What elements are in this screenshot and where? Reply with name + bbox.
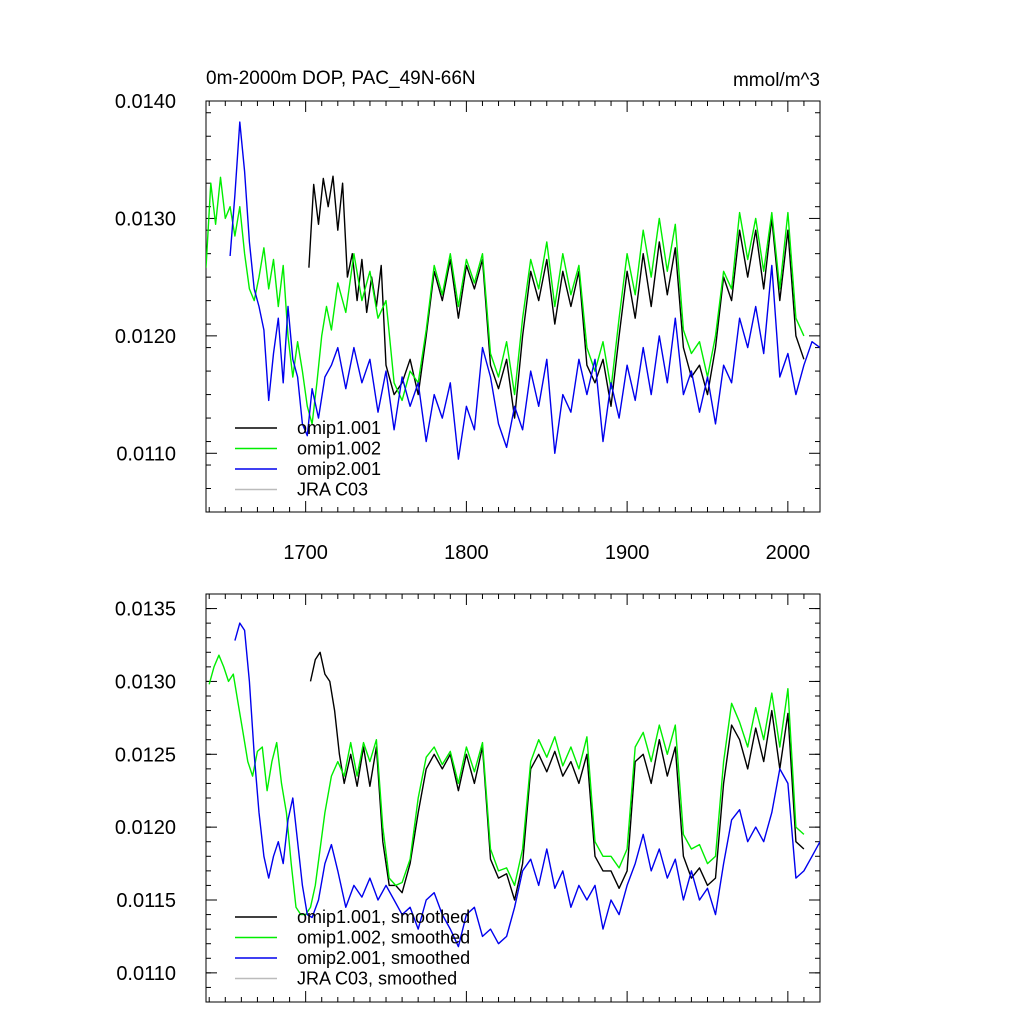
series-line-omip2-001-smoothed [234, 622, 820, 948]
units-label: mmol/m^3 [733, 70, 820, 91]
bottom-legend-label: omip2.001, smoothed [297, 948, 470, 968]
bottom-y-tick-label: 0.0130 [115, 671, 176, 693]
bottom-legend-label: omip1.002, smoothed [297, 928, 470, 948]
series-line-omip1-002-smoothed [208, 654, 805, 916]
top-legend-label: JRA C03 [297, 480, 368, 500]
bottom-y-tick-label: 0.0115 [116, 890, 176, 912]
top-legend-label: omip1.001 [297, 418, 381, 438]
bottom-y-tick-label: 0.0135 [115, 599, 176, 621]
series-line-omip1-002 [206, 176, 805, 425]
series-line-omip1-001 [308, 175, 805, 419]
top-x-tick-label: 2000 [766, 542, 811, 564]
top-legend-label: omip1.002 [297, 439, 381, 459]
top-legend-label: omip2.001 [297, 459, 381, 479]
bottom-y-tick-label: 0.0110 [116, 963, 176, 985]
top-x-tick-label: 1900 [605, 542, 650, 564]
series-line-omip2-001 [229, 121, 820, 460]
bottom-legend-label: JRA C03, smoothed [297, 969, 457, 989]
bottom-y-tick-label: 0.0125 [115, 744, 176, 766]
top-y-tick-label: 0.0130 [115, 208, 176, 230]
figure-title: 0m-2000m DOP, PAC_49N-66N [206, 68, 476, 89]
top-plot-frame [205, 100, 821, 513]
bottom-y-tick-label: 0.0120 [115, 817, 176, 839]
top-x-tick-label: 1800 [444, 542, 489, 564]
bottom-legend-label: omip1.001, smoothed [297, 907, 470, 927]
bottom-panel: 0.0110 0.0115 0.0120 0.0125 0.0130 0.0135 omip… [115, 593, 821, 1003]
top-x-tick-label: 1700 [283, 542, 328, 564]
top-y-tick-label: 0.0120 [115, 326, 176, 348]
top-panel: 1700 1800 1900 2000 0.0110 0.0120 0.0130 0.0140… [115, 91, 821, 564]
series-line-omip1-001-smoothed [309, 651, 805, 901]
top-y-tick-label: 0.0140 [115, 91, 176, 113]
top-y-tick-label: 0.0110 [116, 443, 176, 465]
